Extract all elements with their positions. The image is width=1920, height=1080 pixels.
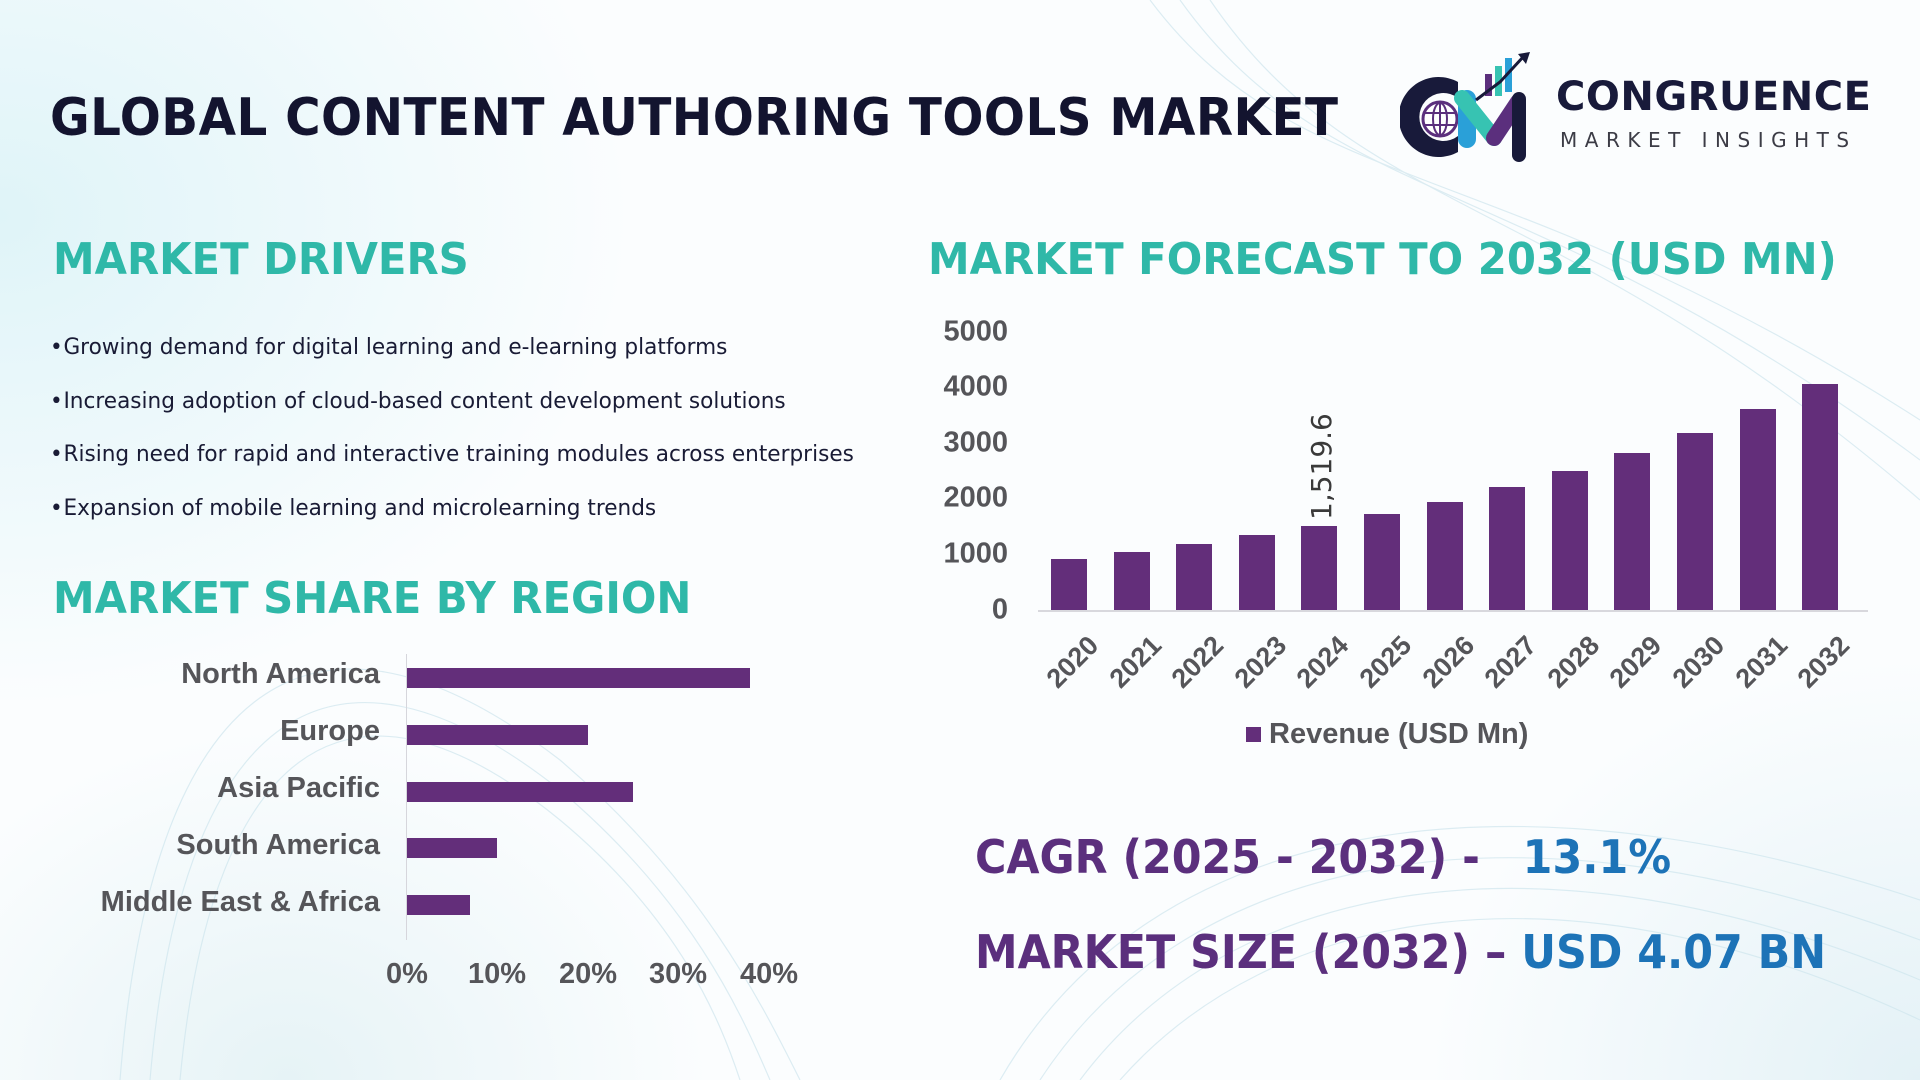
x-axis-tick: 2032 (1791, 630, 1856, 694)
y-axis-tick: 5000 (943, 315, 1008, 348)
region-x-tick: 10% (467, 958, 527, 990)
x-axis-tick: 2024 (1290, 630, 1355, 694)
region-label: Middle East & Africa (100, 886, 380, 918)
driver-item: •Growing demand for digital learning and… (50, 330, 914, 384)
region-share-title: MARKET SHARE BY REGION (53, 573, 692, 624)
x-axis-tick: 2030 (1666, 630, 1731, 694)
region-bar (407, 668, 751, 688)
logo-name: CONGRUENCE (1556, 74, 1872, 120)
data-label-2024: 1,519.6 (1305, 412, 1339, 520)
page-title: GLOBAL CONTENT AUTHORING TOOLS MARKET (50, 88, 1339, 148)
x-axis-tick: 2022 (1165, 630, 1230, 694)
forecast-chart: 0 1000 2000 3000 4000 5000 2020 2021 2022 2… (920, 300, 1880, 760)
region-x-tick: 30% (648, 958, 708, 990)
market-size-kpi: MARKET SIZE (2032) – USD 4.07 BN (975, 925, 1826, 979)
cagr-value: 13.1% (1522, 830, 1672, 884)
forecast-bar (1677, 432, 1713, 610)
market-size-value: USD 4.07 BN (1521, 925, 1827, 979)
region-label: North America (181, 658, 380, 690)
x-axis-tick: 2031 (1729, 630, 1793, 694)
region-bar (407, 838, 498, 858)
market-drivers-title: MARKET DRIVERS (53, 234, 469, 285)
y-axis-tick: 4000 (943, 370, 1008, 403)
y-axis-tick: 1000 (943, 537, 1008, 570)
bullet-icon: • (50, 334, 63, 360)
region-axis-line (406, 654, 407, 940)
region-x-tick: 20% (558, 958, 618, 990)
x-axis-tick: 2023 (1228, 630, 1293, 694)
region-label: Asia Pacific (217, 772, 380, 804)
region-x-tick: 0% (386, 958, 428, 990)
x-axis-tick: 2026 (1416, 630, 1480, 694)
cm-logo-icon (1400, 52, 1530, 162)
forecast-title: MARKET FORECAST TO 2032 (USD MN) (928, 234, 1837, 285)
chart-legend: Revenue (USD Mn) (1246, 718, 1528, 751)
cagr-label: CAGR (2025 - 2032) - (975, 830, 1480, 884)
region-bar (407, 782, 633, 802)
y-axis-tick: 2000 (943, 481, 1008, 514)
brand-logo: CONGRUENCE MARKET INSIGHTS (1400, 52, 1890, 164)
region-label: Europe (280, 715, 380, 747)
forecast-bar (1614, 453, 1651, 610)
x-axis-tick: 2020 (1040, 630, 1105, 694)
forecast-bar (1364, 514, 1400, 610)
forecast-bar (1551, 471, 1588, 610)
forecast-bar (1113, 552, 1150, 610)
x-axis-tick: 2021 (1103, 630, 1167, 694)
forecast-bar (1238, 535, 1275, 610)
bullet-icon: • (50, 387, 63, 414)
region-x-tick: 40% (739, 958, 799, 990)
legend-label: Revenue (USD Mn) (1269, 718, 1529, 750)
x-axis-tick: 2029 (1603, 630, 1668, 694)
region-label: South America (176, 829, 380, 861)
forecast-bar (1176, 543, 1213, 610)
bullet-icon: • (50, 441, 63, 467)
region-bar (407, 725, 588, 745)
cagr-kpi: CAGR (2025 - 2032) - 13.1% (975, 830, 1671, 884)
forecast-bar (1051, 559, 1087, 610)
logo-subtitle: MARKET INSIGHTS (1560, 128, 1857, 152)
forecast-bar (1301, 525, 1338, 610)
driver-item: •Increasing adoption of cloud-based cont… (50, 384, 914, 438)
x-axis-line (1038, 610, 1868, 612)
forecast-bar (1739, 408, 1776, 610)
legend-swatch-icon (1246, 727, 1261, 742)
x-axis-tick: 2027 (1478, 630, 1543, 694)
bullet-icon: • (50, 494, 63, 521)
forecast-bar (1802, 383, 1839, 610)
driver-item: •Rising need for rapid and interactive t… (50, 437, 914, 491)
x-axis-tick: 2028 (1541, 630, 1606, 694)
driver-item: •Expansion of mobile learning and microl… (50, 491, 914, 545)
y-axis-tick: 0 (991, 593, 1008, 626)
x-axis-tick: 2025 (1353, 630, 1418, 694)
region-share-chart: North America Europe Asia Pacific South … (0, 640, 880, 1000)
market-size-label: MARKET SIZE (2032) – (975, 925, 1507, 979)
region-bar (407, 895, 471, 915)
drivers-list: •Growing demand for digital learning and… (50, 330, 950, 544)
forecast-bar (1489, 487, 1526, 610)
y-axis-tick: 3000 (943, 426, 1008, 459)
forecast-bar (1426, 501, 1463, 610)
